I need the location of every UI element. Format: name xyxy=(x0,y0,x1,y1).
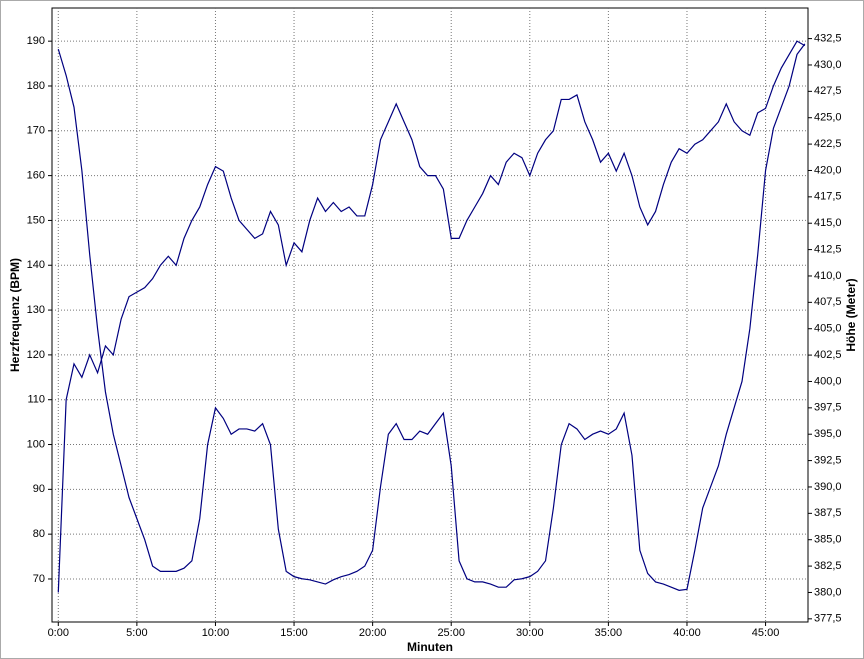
x-tick-label: 5:00 xyxy=(126,627,147,639)
y-axis-label: Herzfrequenz (BPM) xyxy=(8,258,22,372)
x-axis-label: Minuten xyxy=(407,640,453,654)
y-tick-label: 190 xyxy=(27,35,45,47)
x-tick-label: 10:00 xyxy=(202,627,230,639)
y2-tick-label: 390,0 xyxy=(814,481,842,493)
y-tick-label: 130 xyxy=(27,304,45,316)
y2-tick-label: 382,5 xyxy=(814,560,842,572)
x-tick-label: 20:00 xyxy=(359,627,387,639)
y2-tick-label: 397,5 xyxy=(814,402,842,414)
y2-axis-label: Höhe (Meter) xyxy=(844,278,858,351)
y2-tick-label: 402,5 xyxy=(814,349,842,361)
y-tick-label: 110 xyxy=(27,394,45,406)
y2-tick-label: 392,5 xyxy=(814,454,842,466)
y2-tick-label: 395,0 xyxy=(814,428,842,440)
line-series xyxy=(57,43,806,591)
y2-tick-label: 412,5 xyxy=(814,243,842,255)
x-tick-label: 45:00 xyxy=(752,627,780,639)
y2-tick-label: 380,0 xyxy=(814,586,842,598)
y-tick-label: 120 xyxy=(27,349,45,361)
y2-tick-label: 377,5 xyxy=(814,613,842,625)
y-tick-label: 140 xyxy=(27,259,45,271)
x-tick-label: 0:00 xyxy=(48,627,69,639)
y2-tick-label: 425,0 xyxy=(814,112,842,124)
y-tick-label: 170 xyxy=(27,125,45,137)
y2-tick-label: 405,0 xyxy=(814,323,842,335)
y2-tick-label: 420,0 xyxy=(814,164,842,176)
y-tick-label: 150 xyxy=(27,214,45,226)
y-tick-label: 100 xyxy=(27,438,45,450)
y2-tick-label: 432,5 xyxy=(814,33,842,45)
y-tick-label: 80 xyxy=(33,528,45,540)
y-tick-label: 90 xyxy=(33,483,45,495)
y-tick-label: 70 xyxy=(33,573,45,585)
y2-tick-label: 422,5 xyxy=(814,138,842,150)
plot-area xyxy=(51,7,809,623)
y2-tick-label: 415,0 xyxy=(814,217,842,229)
y2-tick-label: 427,5 xyxy=(814,85,842,97)
y2-tick-label: 385,0 xyxy=(814,534,842,546)
x-tick-label: 35:00 xyxy=(595,627,623,639)
y2-tick-label: 410,0 xyxy=(814,270,842,282)
y-tick-label: 180 xyxy=(27,80,45,92)
x-tick-label: 15:00 xyxy=(280,627,308,639)
x-tick-label: 25:00 xyxy=(437,627,465,639)
x-tick-label: 30:00 xyxy=(516,627,544,639)
line-series xyxy=(57,40,806,593)
y2-tick-label: 407,5 xyxy=(814,296,842,308)
y-tick-label: 160 xyxy=(27,170,45,182)
y2-tick-label: 387,5 xyxy=(814,507,842,519)
y2-tick-label: 430,0 xyxy=(814,59,842,71)
y2-tick-label: 400,0 xyxy=(814,375,842,387)
y2-tick-label: 417,5 xyxy=(814,191,842,203)
x-tick-label: 40:00 xyxy=(673,627,701,639)
